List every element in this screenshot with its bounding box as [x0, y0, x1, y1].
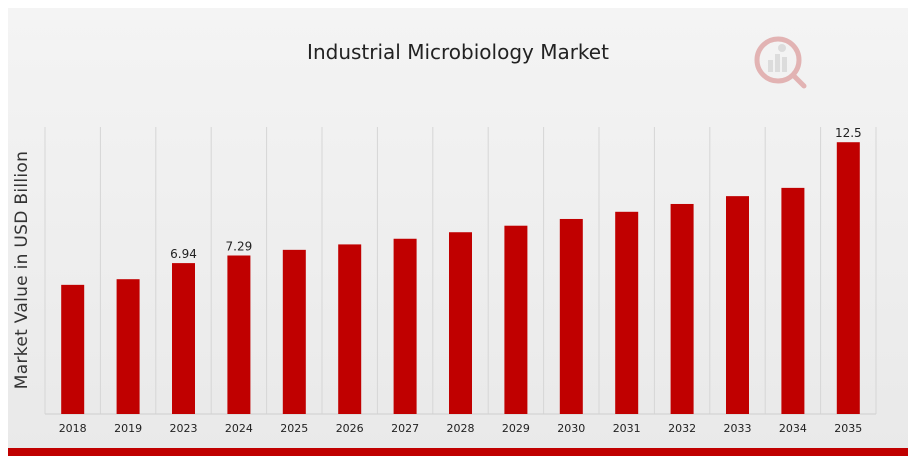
bar-2025: [282, 249, 306, 414]
bar-2024: [227, 255, 251, 414]
bar-2035: [836, 142, 860, 414]
bar-2032: [670, 203, 694, 414]
data-label: 12.5: [835, 126, 862, 140]
bar-2031: [615, 211, 639, 414]
x-tick-label: 2031: [613, 422, 641, 435]
x-tick-label: 2018: [59, 422, 87, 435]
x-tick-label: 2032: [668, 422, 696, 435]
bar-2029: [504, 225, 528, 414]
chart-title: Industrial Microbiology Market: [307, 40, 609, 64]
x-tick-label: 2034: [779, 422, 807, 435]
bar-2028: [449, 232, 472, 414]
data-label: 6.94: [170, 247, 197, 261]
bar-2018: [61, 284, 85, 414]
x-tick-label: 2035: [834, 422, 862, 435]
x-tick-label: 2029: [502, 422, 530, 435]
x-tick-label: 2026: [336, 422, 364, 435]
bar-2033: [726, 196, 749, 414]
brand-logo-icon: [754, 36, 807, 89]
x-tick-label: 2024: [225, 422, 253, 435]
x-tick-label: 2023: [170, 422, 198, 435]
bar-2026: [338, 244, 362, 414]
bar-2034: [781, 187, 805, 414]
bar-2027: [393, 238, 417, 414]
x-tick-label: 2030: [557, 422, 585, 435]
bar-2030: [559, 218, 583, 414]
bar-2019: [116, 279, 140, 414]
x-tick-label: 2027: [391, 422, 419, 435]
footer-accent-bar: [8, 448, 908, 456]
x-tick-label: 2028: [447, 422, 475, 435]
x-tick-label: 2025: [280, 422, 308, 435]
data-label: 7.29: [226, 239, 253, 253]
bar-2023: [172, 263, 195, 414]
x-tick-label: 2019: [114, 422, 142, 435]
x-tick-label: 2033: [724, 422, 752, 435]
